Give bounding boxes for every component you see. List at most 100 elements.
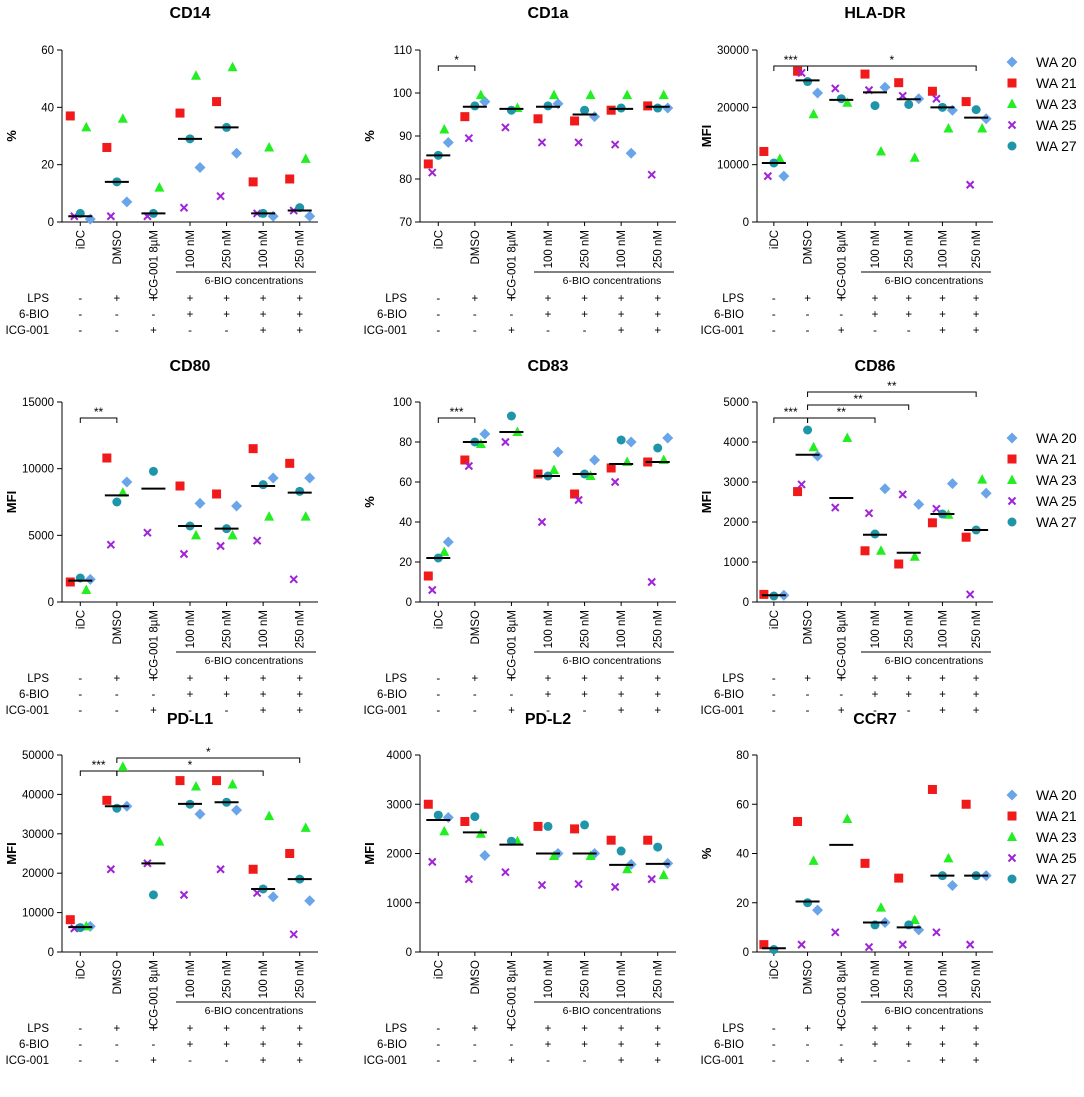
data-point xyxy=(898,490,907,499)
condition-mark: + xyxy=(581,1039,588,1051)
data-point xyxy=(977,123,988,133)
data-point xyxy=(501,437,510,447)
data-point xyxy=(264,810,275,821)
data-point xyxy=(212,489,222,499)
legend-label: WA 27 xyxy=(1036,514,1077,530)
data-point xyxy=(506,836,516,846)
x-tick-label: iDC xyxy=(769,610,781,629)
data-point xyxy=(300,822,311,832)
y-tick-label: 40 xyxy=(41,102,54,114)
data-point xyxy=(191,529,201,540)
x-tick-label: 250 nM xyxy=(904,230,916,268)
condition-mark: - xyxy=(78,1055,82,1067)
legend-label: WA 20 xyxy=(1036,787,1077,803)
condition-mark: - xyxy=(225,705,229,717)
y-tick-label: 30000 xyxy=(22,829,54,841)
legend-marker xyxy=(1007,517,1017,527)
data-point xyxy=(793,66,803,76)
data-point xyxy=(175,776,185,786)
x-tick-label: 100 nM xyxy=(185,230,197,268)
condition-mark: + xyxy=(187,1039,194,1051)
condition-mark: + xyxy=(973,293,980,305)
data-point xyxy=(252,536,262,545)
data-point xyxy=(647,170,656,179)
data-point xyxy=(267,472,279,484)
legend-label: WA 21 xyxy=(1036,451,1077,467)
condition-mark: + xyxy=(296,673,303,685)
condition-mark: + xyxy=(187,293,194,305)
data-point xyxy=(616,846,626,856)
condition-mark: + xyxy=(223,689,230,701)
significance-label: ** xyxy=(887,379,897,393)
condition-mark: + xyxy=(939,1023,946,1035)
data-point xyxy=(812,87,824,99)
data-point xyxy=(65,111,75,121)
condition-mark: - xyxy=(806,309,810,321)
data-point xyxy=(797,480,806,489)
condition-mark: - xyxy=(546,1055,550,1067)
data-point xyxy=(537,880,547,890)
legend-marker xyxy=(1007,853,1017,863)
data-point xyxy=(439,825,450,836)
condition-mark: - xyxy=(436,1039,440,1051)
y-tick-label: 0 xyxy=(406,947,412,959)
condition-mark: - xyxy=(78,293,82,305)
x-tick-label: ICG-001 8µM xyxy=(506,960,518,1029)
chart-cd86: CD86 MFI 0 1000 2000 3000 4000 5000 iDC DMSO ICG-0… xyxy=(699,358,993,717)
data-point xyxy=(653,842,663,852)
condition-mark: - xyxy=(115,705,119,717)
condition-mark: + xyxy=(973,325,980,337)
condition-mark: + xyxy=(260,705,267,717)
data-point xyxy=(793,816,803,826)
condition-mark: - xyxy=(806,325,810,337)
condition-mark: + xyxy=(872,1023,879,1035)
bracket-label: 6-BIO concentrations xyxy=(205,275,304,287)
condition-mark: + xyxy=(838,325,845,337)
data-point xyxy=(585,89,596,100)
condition-mark: - xyxy=(436,1055,440,1067)
legend-marker xyxy=(1007,496,1017,506)
condition-mark: - xyxy=(510,1039,514,1051)
chart-ccr7: CCR7% 0 20 40 60 80 iDC DMSO ICG-001 8µM 100 nM 25… xyxy=(699,711,993,1067)
data-point xyxy=(300,153,311,163)
legend: WA 20 WA 21 WA 23 WA 25 WA 27 xyxy=(1006,787,1077,887)
y-tick-label: 5000 xyxy=(28,530,54,542)
y-tick-label: 90 xyxy=(399,131,412,143)
data-point xyxy=(117,113,128,123)
x-tick-label: 250 nM xyxy=(222,960,234,998)
condition-mark: - xyxy=(772,325,776,337)
x-tick-label: 250 nM xyxy=(653,960,665,998)
condition-mark: - xyxy=(772,1055,776,1067)
condition-mark: + xyxy=(973,705,980,717)
data-point xyxy=(191,781,201,791)
data-point xyxy=(927,518,937,528)
significance-bracket xyxy=(807,404,910,410)
data-point xyxy=(980,487,992,499)
significance-label: ** xyxy=(837,405,847,419)
condition-mark: + xyxy=(508,673,515,685)
x-tick-label: DMSO xyxy=(470,230,482,265)
data-point xyxy=(932,94,941,103)
legend-marker xyxy=(1007,454,1017,464)
y-tick-label: 2000 xyxy=(723,517,749,529)
data-point xyxy=(808,441,819,452)
x-tick-label: 250 nM xyxy=(904,610,916,648)
data-point xyxy=(860,546,870,556)
data-point xyxy=(552,446,564,458)
legend-marker xyxy=(1007,98,1017,108)
legend-marker xyxy=(1006,789,1018,801)
bracket-label: 6-BIO concentrations xyxy=(885,1005,984,1017)
condition-label: 6-BIO xyxy=(19,1039,49,1051)
legend-marker xyxy=(1006,56,1018,68)
y-tick-label: 0 xyxy=(743,597,749,609)
condition-mark: - xyxy=(546,705,550,717)
data-point xyxy=(460,816,470,826)
data-point xyxy=(102,795,112,805)
data-point xyxy=(653,443,663,453)
condition-mark: - xyxy=(115,1055,119,1067)
y-tick-label: 60 xyxy=(736,799,749,811)
x-tick-label: 250 nM xyxy=(904,960,916,998)
significance-label: *** xyxy=(784,405,798,419)
data-point xyxy=(212,776,222,786)
